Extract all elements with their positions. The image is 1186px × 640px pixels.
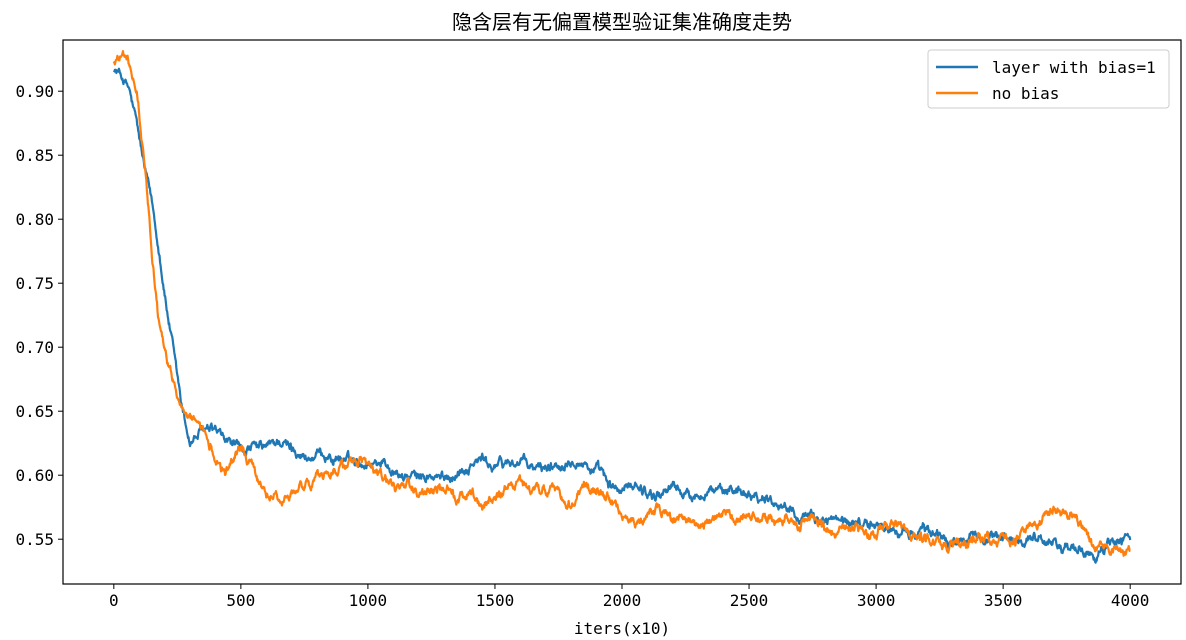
y-tick-label: 0.65 [15, 402, 54, 421]
y-axis-ticks: 0.55 0.60 0.65 0.70 0.75 0.80 0.85 0.90 [15, 82, 63, 549]
x-tick-label: 2500 [730, 591, 769, 610]
y-tick-label: 0.60 [15, 466, 54, 485]
x-tick-label: 1500 [476, 591, 515, 610]
x-tick-label: 3500 [984, 591, 1023, 610]
y-tick-label: 0.70 [15, 338, 54, 357]
x-axis-ticks: 0 500 1000 1500 2000 2500 3000 3500 4000 [109, 584, 1149, 610]
x-axis-label: iters(x10) [574, 619, 670, 638]
x-tick-label: 0 [109, 591, 119, 610]
x-tick-label: 4000 [1111, 591, 1150, 610]
x-tick-label: 2000 [603, 591, 642, 610]
chart-title: 隐含层有无偏置模型验证集准确度走势 [452, 10, 792, 34]
y-tick-label: 0.90 [15, 82, 54, 101]
legend-label: layer with bias=1 [992, 58, 1156, 77]
legend-box [927, 49, 1170, 109]
legend: layer with bias=1 no bias [927, 49, 1170, 109]
series-line-2 [112, 49, 1131, 557]
series-lines [112, 49, 1132, 564]
plot-area-frame [62, 39, 1182, 585]
y-tick-label: 0.75 [15, 274, 54, 293]
x-tick-label: 3000 [857, 591, 896, 610]
legend-label: no bias [992, 84, 1059, 103]
y-tick-label: 0.85 [15, 146, 54, 165]
series-line-1 [112, 67, 1132, 564]
y-tick-label: 0.80 [15, 210, 54, 229]
x-tick-label: 500 [226, 591, 255, 610]
y-tick-label: 0.55 [15, 530, 54, 549]
x-tick-label: 1000 [349, 591, 388, 610]
